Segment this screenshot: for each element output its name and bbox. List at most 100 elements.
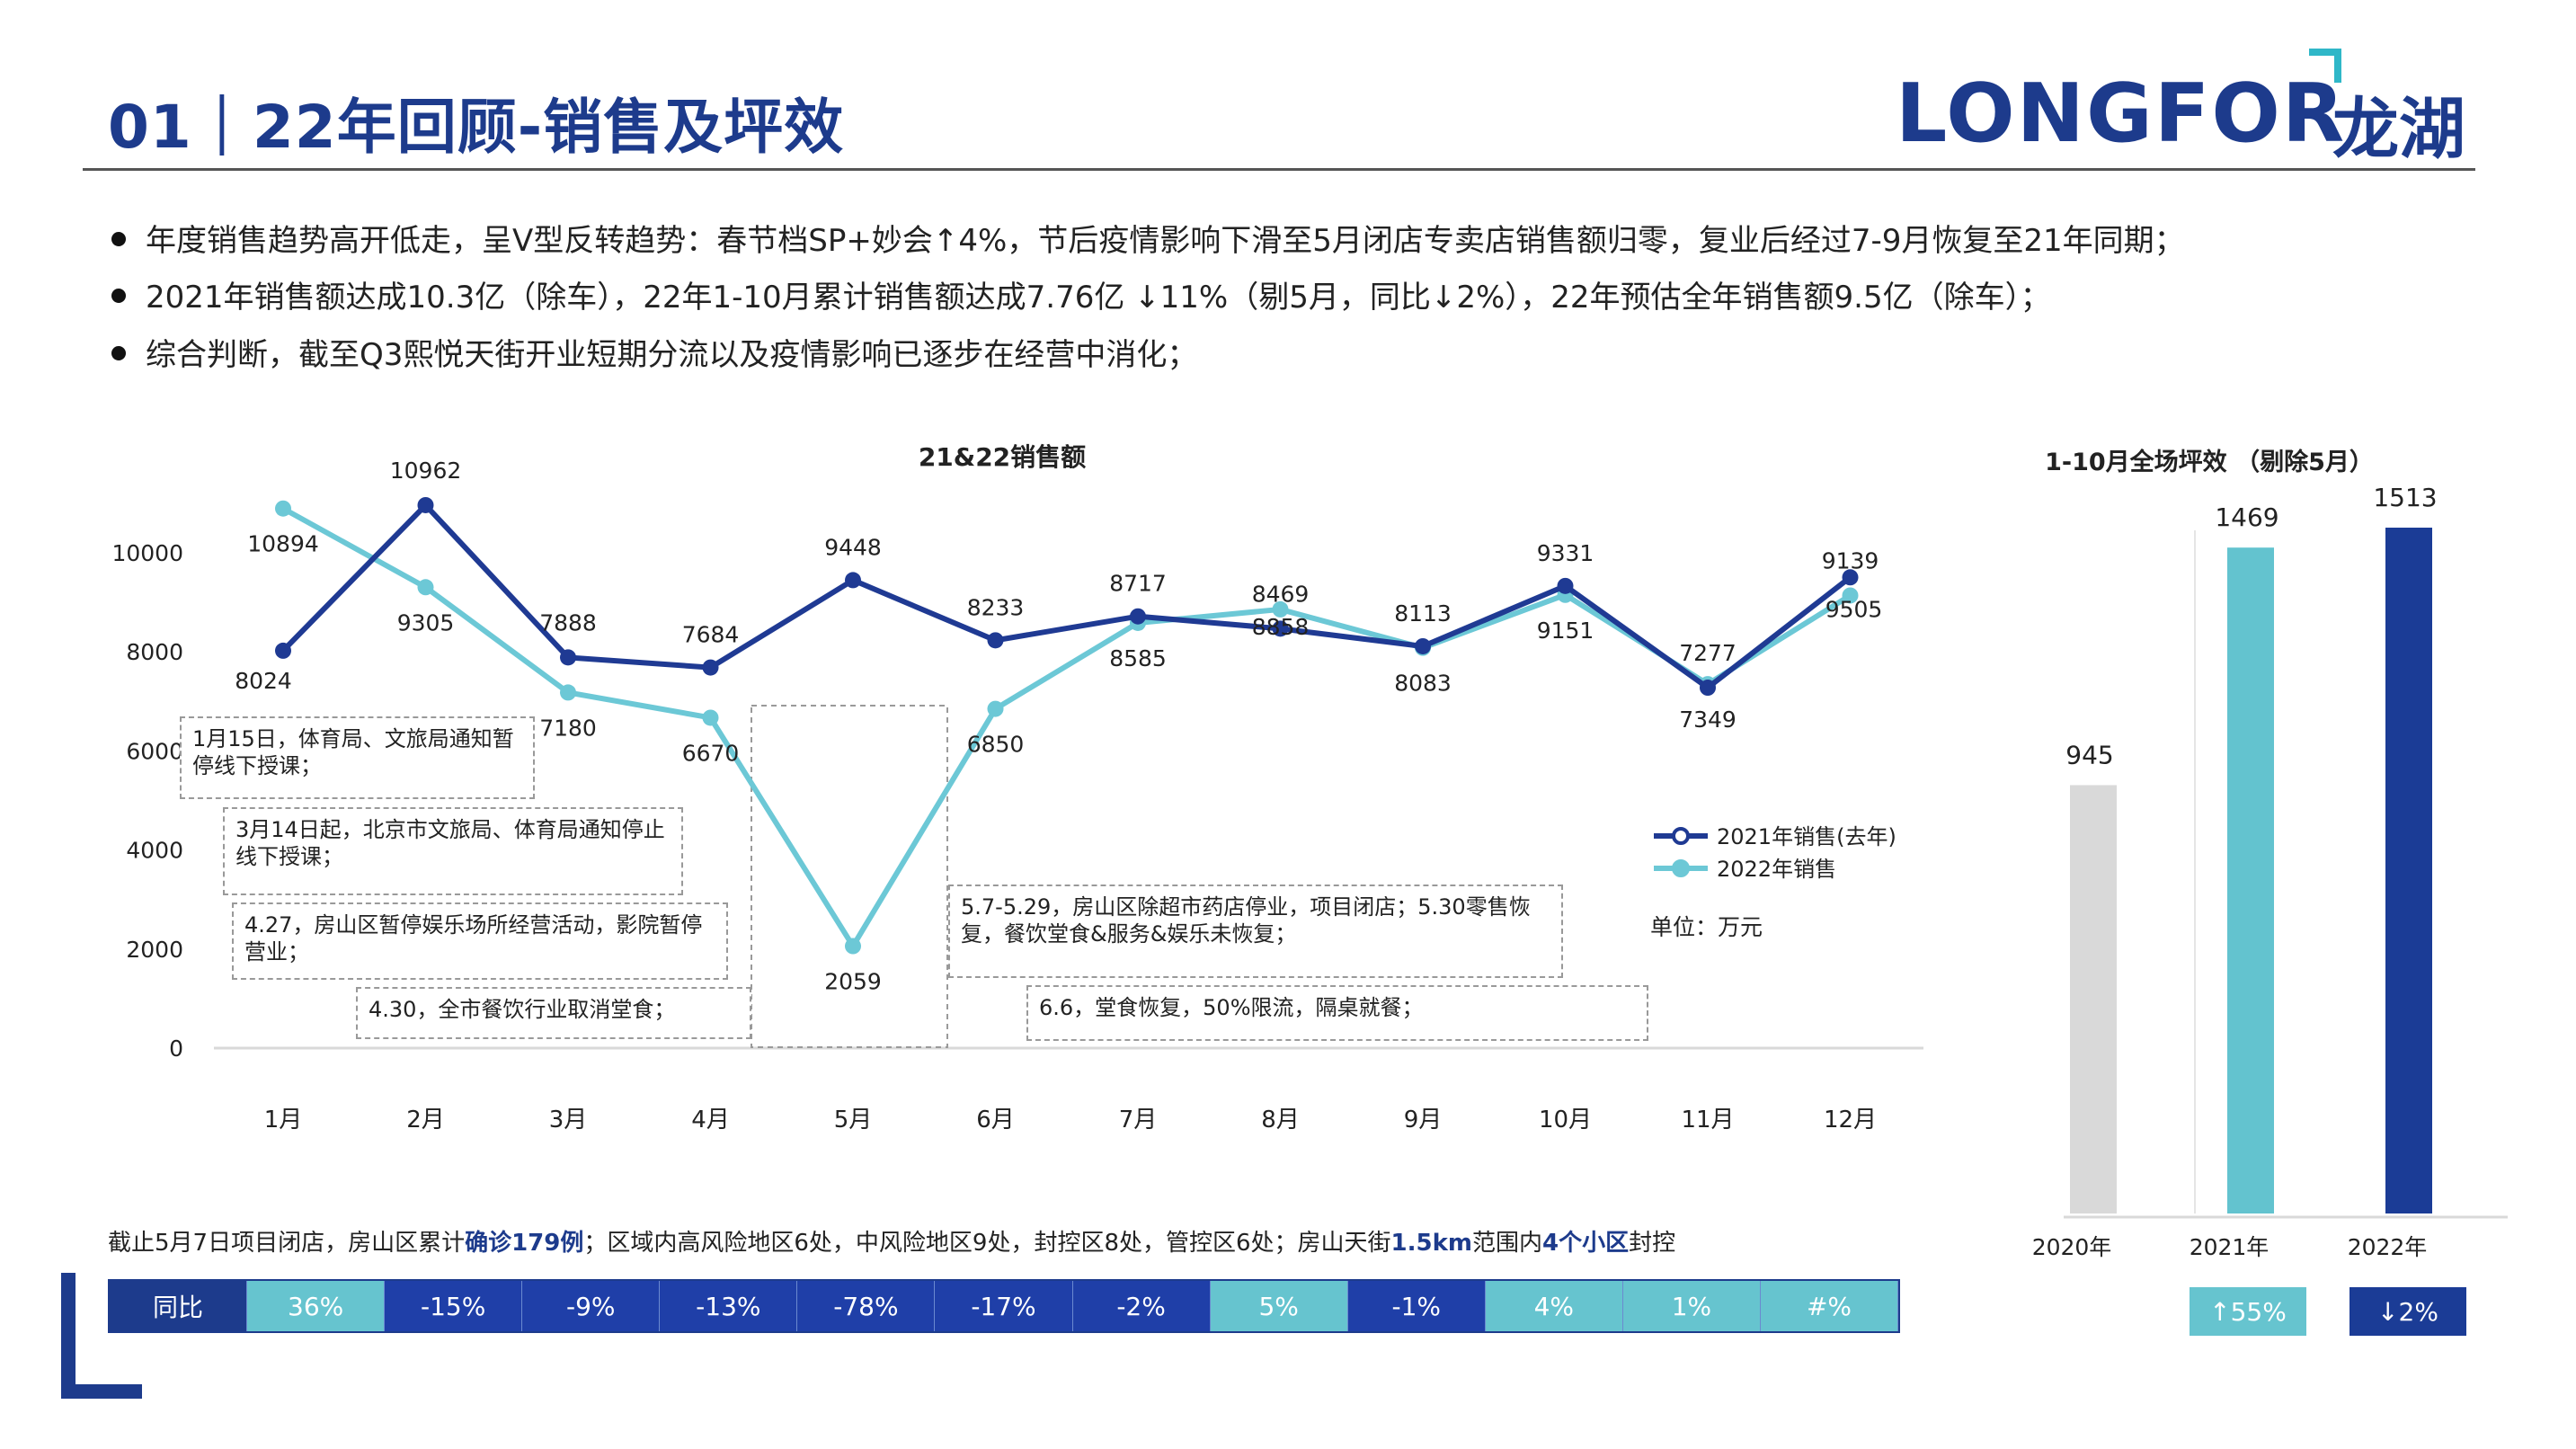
note-may: 5.7-5.29，房山区除超市药店停业，项目闭店；5.30零售恢复，餐饮堂食&服… xyxy=(948,885,1563,978)
data-point xyxy=(560,649,576,666)
note-text: 4.27，房山区暂停娱乐场所经营活动，影院暂停营业； xyxy=(244,912,703,965)
data-label: 8233 xyxy=(967,594,1025,620)
bottom-caption: 截止5月7日项目闭店，房山区累计确诊179例；区域内高风险地区6处，中风险地区9… xyxy=(108,1224,1675,1258)
corner-bracket-decoration xyxy=(61,1273,142,1399)
data-label: 8585 xyxy=(1109,645,1167,671)
data-label: 7684 xyxy=(682,622,740,648)
data-point xyxy=(1842,587,1859,604)
bar-2021年 xyxy=(2227,547,2274,1213)
x-tick-label: 4月 xyxy=(691,1107,730,1133)
caption-text: 范围内 xyxy=(1472,1230,1543,1257)
data-point xyxy=(702,709,719,726)
bullet-text: 2021年销售额达成10.3亿（除车），22年1-10月累计销售额达成7.76亿… xyxy=(146,280,2051,316)
title-divider xyxy=(83,168,2475,171)
data-label: 8024 xyxy=(235,668,292,694)
data-point xyxy=(1272,620,1289,637)
note-text: 5.7-5.29，房山区除超市药店停业，项目闭店；5.30零售恢复，餐饮堂食&服… xyxy=(961,894,1531,947)
x-tick-label: 11月 xyxy=(1681,1107,1734,1133)
y-tick-label: 6000 xyxy=(126,738,183,764)
bullet-dot xyxy=(111,288,126,303)
legend-marker xyxy=(1672,859,1690,877)
note-text: 6.6，堂食恢复，50%限流，隔桌就餐； xyxy=(1039,995,1424,1020)
badge-2022: ↓2% xyxy=(2349,1287,2466,1336)
yoy-cell: -9% xyxy=(522,1281,661,1331)
x-tick-label: 3月 xyxy=(549,1107,588,1133)
data-label: 9331 xyxy=(1537,540,1594,566)
bullet-item: 年度销售趋势高开低走，呈V型反转趋势：春节档SP+妙会↑4%，节后疫情影响下滑至… xyxy=(111,216,2185,260)
data-point xyxy=(702,659,719,676)
yoy-cell: -15% xyxy=(385,1281,523,1331)
series-line-2021 xyxy=(280,502,1852,691)
unit-label: 单位：万元 xyxy=(1650,914,1763,940)
line-chart: 21&22销售额 0 2000 4000 6000 8000 10000 1月 2月 3月 4月 5月… xyxy=(111,442,1923,1133)
note-text: 1月15日，体育局、文旅局通知暂停线下授课； xyxy=(192,726,514,778)
data-point xyxy=(275,642,291,659)
yoy-cell: #% xyxy=(1760,1281,1899,1331)
bullet-item: 2021年销售额达成10.3亿（除车），22年1-10月累计销售额达成7.76亿… xyxy=(111,272,2051,316)
bar-chart-title: 1-10月全场坪效 （剔除5月） xyxy=(2045,448,2374,476)
bar-chart: 1-10月全场坪效 （剔除5月） 945 2020年 1469 2021年 1513 202… xyxy=(2032,448,2508,1260)
bar-2022年 xyxy=(2385,528,2432,1213)
caption-text: 截止5月7日项目闭店，房山区累计 xyxy=(108,1230,466,1257)
data-label: 6670 xyxy=(682,740,740,766)
data-label: 9305 xyxy=(397,609,455,636)
badge-2021: ↑55% xyxy=(2190,1287,2306,1336)
x-tick-label: 6月 xyxy=(976,1107,1015,1133)
data-point xyxy=(275,500,291,517)
data-point xyxy=(987,700,1004,717)
yoy-cell: -17% xyxy=(935,1281,1073,1331)
data-label: 8113 xyxy=(1394,600,1452,627)
bullet-dot xyxy=(111,345,126,360)
line-chart-title: 21&22销售额 xyxy=(919,442,1086,472)
x-tick-label: 8月 xyxy=(1261,1107,1300,1133)
bullet-text: 年度销售趋势高开低走，呈V型反转趋势：春节档SP+妙会↑4%，节后疫情影响下滑至… xyxy=(146,223,2185,259)
data-label: 9139 xyxy=(1822,547,1879,573)
yoy-cell: 36% xyxy=(247,1281,386,1331)
bar-category-label: 2021年 xyxy=(2190,1234,2270,1260)
yoy-cell: -78% xyxy=(797,1281,936,1331)
series-line-2022 xyxy=(281,506,1852,949)
data-label: 9505 xyxy=(1825,596,1883,622)
page-title: 01｜22年回顾-销售及坪效 xyxy=(108,93,845,162)
data-label: 8858 xyxy=(1252,614,1310,640)
data-point xyxy=(417,579,434,596)
data-point xyxy=(1272,600,1289,618)
bar-value-label: 1513 xyxy=(2373,483,2437,512)
yoy-cell: 1% xyxy=(1622,1281,1761,1331)
caption-text: ；区域内高风险地区6处，中风险地区9处，封控区8处，管控区6处；房山天街 xyxy=(583,1230,1391,1257)
yoy-cell: -2% xyxy=(1072,1281,1211,1331)
bar-category-label: 2022年 xyxy=(2348,1234,2428,1260)
yoy-cell: -1% xyxy=(1347,1281,1486,1331)
y-tick-label: 0 xyxy=(169,1036,183,1062)
logo-text-cn: 龙湖 xyxy=(2332,91,2465,168)
data-point xyxy=(1415,637,1431,654)
x-tick-label: 5月 xyxy=(834,1107,873,1133)
yoy-strip: 同比 36% -15% -9% -13% -78% -17% -2% 5% -1… xyxy=(108,1279,1900,1333)
data-point xyxy=(987,632,1004,649)
data-point xyxy=(845,572,861,589)
legend-label: 2022年销售 xyxy=(1717,857,1836,882)
caption-text: 封控 xyxy=(1629,1230,1676,1257)
data-point xyxy=(417,496,434,513)
caption-highlight: 1.5km xyxy=(1390,1230,1472,1257)
bullet-dot xyxy=(111,231,126,246)
bar-value-label: 945 xyxy=(2065,740,2113,769)
note-jun6: 6.6，堂食恢复，50%限流，隔桌就餐； xyxy=(1026,985,1648,1041)
y-tick-label: 8000 xyxy=(126,639,183,665)
data-label: 2059 xyxy=(824,969,882,995)
bullet-item: 综合判断，截至Q3熙悦天街开业短期分流以及疫情影响已逐步在经营中消化； xyxy=(111,330,1197,374)
data-label: 6850 xyxy=(967,732,1025,758)
note-text: 3月14日起，北京市文旅局、体育局通知停止线下授课； xyxy=(235,817,665,869)
data-point xyxy=(1700,680,1716,697)
legend-marker xyxy=(1672,827,1690,845)
x-tick-label: 1月 xyxy=(264,1107,303,1133)
data-label: 10894 xyxy=(247,531,319,557)
data-point xyxy=(1130,608,1146,625)
data-label: 8469 xyxy=(1252,581,1310,607)
note-apr30: 4.30，全市餐饮行业取消堂食； xyxy=(356,987,751,1039)
y-tick-label: 2000 xyxy=(126,937,183,963)
caption-highlight: 确诊179例 xyxy=(465,1230,584,1257)
data-point xyxy=(1842,569,1859,586)
yoy-cell: 5% xyxy=(1210,1281,1348,1331)
